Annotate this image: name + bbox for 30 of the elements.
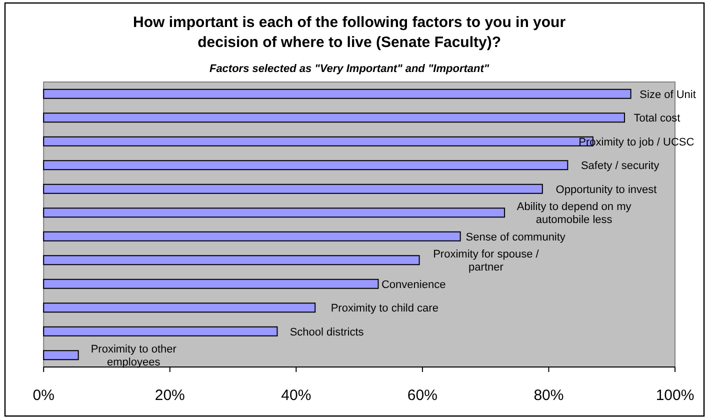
y-tick-label: Size of Unit <box>640 88 696 101</box>
bar <box>43 231 461 242</box>
y-tick-label: Convenience <box>381 278 446 291</box>
chart-subtitle: Factors selected as "Very Important" and "Important" <box>209 63 490 75</box>
x-tick-label: 20% <box>154 387 185 404</box>
bar <box>43 184 543 194</box>
x-tick-label: 80% <box>534 387 564 404</box>
y-tick-label: Total cost <box>634 112 680 125</box>
bar <box>43 302 316 313</box>
chart-title: How important is each of the following factors to you in your decision of where to live (Senate Faculty)? <box>133 14 566 51</box>
bar <box>43 208 506 218</box>
y-tick-label: Proximity to other employees <box>90 344 177 369</box>
bar <box>43 88 632 99</box>
y-tick-label: Sense of community <box>466 231 566 244</box>
bar <box>43 255 420 266</box>
x-tick-label: 0% <box>32 387 54 404</box>
x-tick-label: 60% <box>407 387 438 404</box>
x-tick-label: 40% <box>281 387 312 404</box>
bar <box>43 350 79 360</box>
x-tick-label: 100% <box>656 387 694 404</box>
bar <box>43 112 625 123</box>
y-tick-label: Proximity for spouse / partner <box>433 248 540 274</box>
bar <box>43 278 379 289</box>
bar <box>43 326 278 336</box>
y-tick-label: Safety / security <box>580 160 660 172</box>
y-tick-label: Proximity to child care <box>330 302 438 315</box>
y-tick-label: School districts <box>290 326 364 338</box>
y-tick-label: Opportunity to invest <box>556 184 657 196</box>
y-tick-label: Ability to depend on my automobile less <box>516 201 632 226</box>
bar <box>43 160 568 170</box>
